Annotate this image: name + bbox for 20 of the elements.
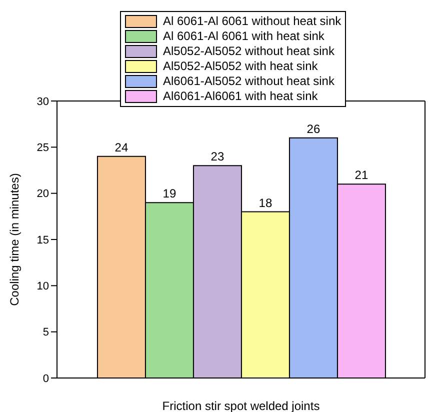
y-tick-label: 0 [42, 372, 49, 385]
legend-label: Al5052-Al5052 without heat sink [163, 44, 334, 59]
data-label: 26 [306, 122, 320, 136]
legend-label: Al6061-Al6061 with heat sink [163, 89, 318, 104]
legend-label: Al5052-Al5052 with heat sink [163, 59, 318, 74]
data-label: 23 [210, 150, 224, 164]
y-tick-label: 5 [42, 326, 49, 339]
legend-label: Al 6061-Al 6061 without heat sink [163, 14, 342, 29]
legend-label: Al 6061-Al 6061 with heat sink [163, 29, 324, 44]
y-axis-title: Cooling time (in minutes) [7, 173, 22, 306]
data-label: 24 [114, 140, 128, 154]
y-tick-label: 25 [36, 142, 49, 154]
data-label: 21 [354, 168, 368, 182]
y-tick-label: 10 [36, 280, 49, 293]
data-label: 18 [258, 196, 272, 210]
y-tick-label: 15 [36, 234, 49, 246]
data-label: 19 [162, 186, 176, 201]
y-tick-label: 30 [36, 96, 49, 108]
legend-label: Al6061-Al5052 without heat sink [163, 74, 334, 89]
y-tick-label: 20 [36, 188, 49, 200]
